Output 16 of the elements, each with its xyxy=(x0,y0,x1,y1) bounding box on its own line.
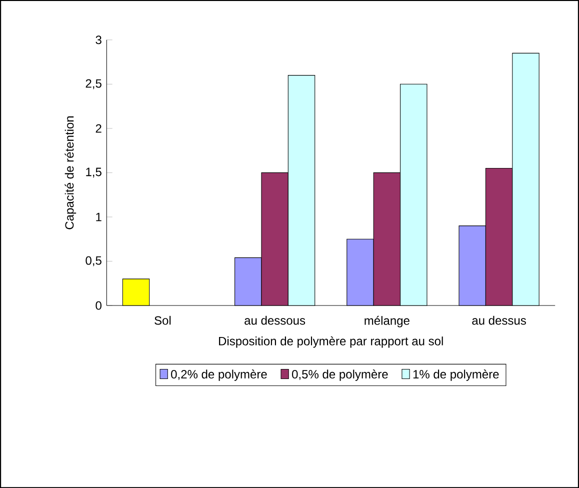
x-tick-label: au dessus xyxy=(472,316,526,325)
y-axis-title: Capacité de rétention xyxy=(64,116,76,230)
y-tick-label: 1 xyxy=(96,212,102,221)
legend-label: 1% de polymère xyxy=(413,369,499,381)
y-tick-label: 2,5 xyxy=(86,79,102,90)
y-tick-label: 0,5 xyxy=(86,256,102,266)
x-tick-label: au dessous xyxy=(244,316,306,325)
y-tick-label: 3 xyxy=(96,36,102,44)
legend-label: 0,5% de polymère xyxy=(292,369,388,381)
legend-label: 0,2% de polymère xyxy=(171,369,267,381)
y-tick-label: 1,5 xyxy=(86,168,102,178)
x-tick-label: mélange xyxy=(364,316,410,328)
x-axis-title: Disposition de polymère par rapport au sol xyxy=(219,336,443,348)
x-tick-label: Sol xyxy=(154,316,171,325)
y-tick-label: 0 xyxy=(96,301,102,310)
y-tick-label: 2 xyxy=(96,124,102,133)
